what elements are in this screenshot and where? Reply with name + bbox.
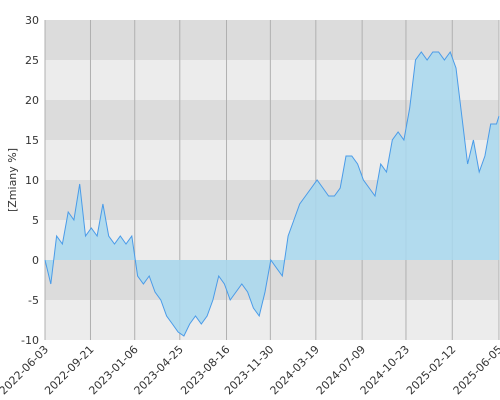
grid-band (45, 300, 499, 340)
grid-band (45, 260, 499, 300)
y-tick-label: 25 (25, 54, 39, 67)
grid-band (45, 20, 499, 60)
y-tick-label: 15 (25, 134, 39, 147)
y-tick-label: 5 (32, 214, 39, 227)
y-tick-label: 10 (25, 174, 39, 187)
y-tick-label: 20 (25, 94, 39, 107)
area-fill (45, 52, 499, 336)
y-tick-label: -5 (28, 294, 39, 307)
y-tick-label: 30 (25, 14, 39, 27)
data-line (44, 50, 500, 337)
x-tick-label: 2025-06-05 (451, 343, 500, 397)
y-tick-label: -10 (21, 334, 39, 347)
y-tick-label: 0 (32, 254, 39, 267)
y-axis-label: [Zmiany %] (6, 148, 19, 212)
x-tick-label: 2025-02-12 (404, 343, 458, 397)
